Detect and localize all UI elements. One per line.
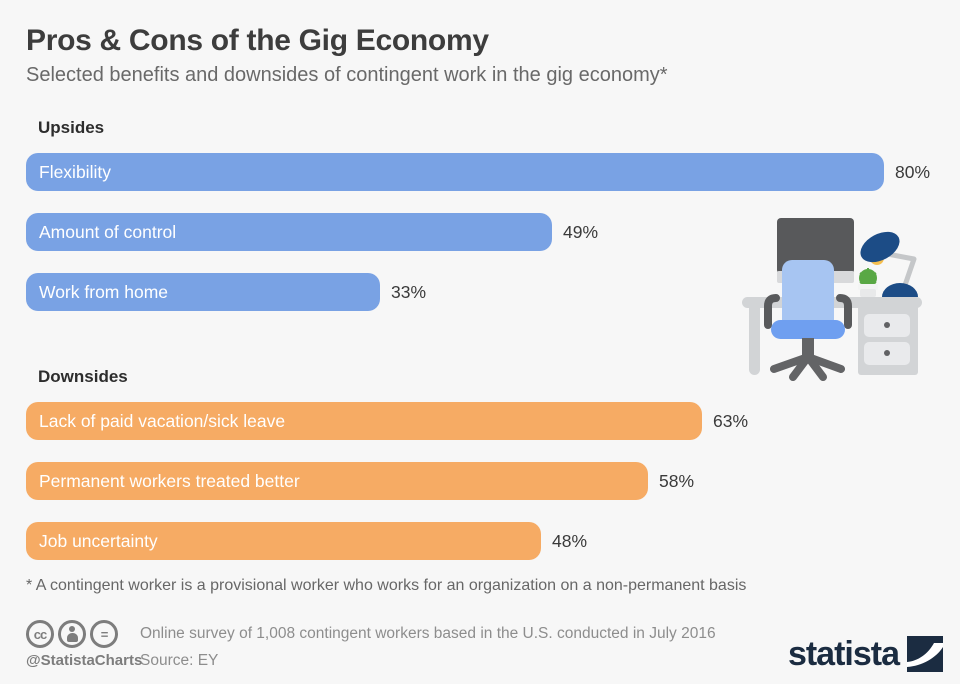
cc-icon: cc — [26, 620, 54, 648]
chair-armrest — [836, 294, 852, 329]
plant-pot — [858, 284, 878, 290]
bar-amount-of-control: Amount of control — [26, 213, 552, 251]
survey-note: Online survey of 1,008 contingent worker… — [140, 625, 716, 642]
lamp-arm — [879, 250, 917, 294]
bar-value-label: 63% — [713, 410, 749, 431]
bar-label: Work from home — [39, 281, 169, 302]
statista-charts-handle: @StatistaCharts — [26, 652, 143, 669]
bar-label: Amount of control — [39, 221, 177, 242]
bar-permanent-workers: Permanent workers treated better — [26, 462, 648, 500]
bar-label: Permanent workers treated better — [39, 470, 300, 491]
chair-seat — [771, 320, 845, 339]
bar-label: Job uncertainty — [39, 530, 158, 551]
bar-value-label: 48% — [552, 530, 588, 551]
lamp-base — [882, 283, 918, 297]
bar-value-label: 33% — [391, 281, 427, 302]
desk-leg — [749, 303, 760, 375]
page-subtitle: Selected benefits and downsides of conti… — [26, 64, 668, 86]
lamp-shade-icon — [860, 231, 900, 263]
footnote: * A contingent worker is a provisional w… — [26, 577, 747, 594]
bar-job-uncertainty: Job uncertainty — [26, 522, 541, 560]
downsides-section-header: Downsides — [38, 367, 128, 386]
bar-row-amount-of-control: Amount of control 49% — [26, 213, 598, 251]
bar-row-vacation: Lack of paid vacation/sick leave 63% — [26, 402, 748, 440]
drawer-handle — [884, 322, 890, 328]
chair-armrest — [764, 294, 780, 329]
bar-label: Lack of paid vacation/sick leave — [39, 410, 286, 431]
bar-value-label: 80% — [895, 161, 931, 182]
chair-base — [770, 353, 845, 381]
bar-row-job-uncertainty: Job uncertainty 48% — [26, 522, 587, 560]
chair-back — [782, 260, 834, 330]
bar-value-label: 49% — [563, 221, 599, 242]
footer-notes: Online survey of 1,008 contingent worker… — [140, 625, 716, 670]
bar-label: Flexibility — [39, 161, 111, 182]
drawer-handle — [884, 350, 890, 356]
bar-vacation: Lack of paid vacation/sick leave — [26, 402, 702, 440]
attribution-icon — [58, 620, 86, 648]
source-note: Source: EY — [140, 652, 219, 669]
bar-work-from-home: Work from home — [26, 273, 380, 311]
license-block: cc = @StatistaCharts — [26, 620, 146, 669]
upsides-section-header: Upsides — [38, 118, 105, 137]
bar-row-permanent-workers: Permanent workers treated better 58% — [26, 462, 694, 500]
page-title: Pros & Cons of the Gig Economy — [26, 24, 489, 57]
statista-logo-icon — [907, 636, 943, 672]
bar-row-work-from-home: Work from home 33% — [26, 273, 426, 311]
bar-flexibility: Flexibility — [26, 153, 884, 191]
statista-wordmark: statista — [787, 635, 900, 673]
bar-value-label: 58% — [659, 470, 695, 491]
no-derivatives-icon: = — [90, 620, 118, 648]
desk-workspace-illustration — [742, 218, 922, 381]
statista-logo: statista — [788, 636, 943, 672]
bar-row-flexibility: Flexibility 80% — [26, 153, 930, 191]
